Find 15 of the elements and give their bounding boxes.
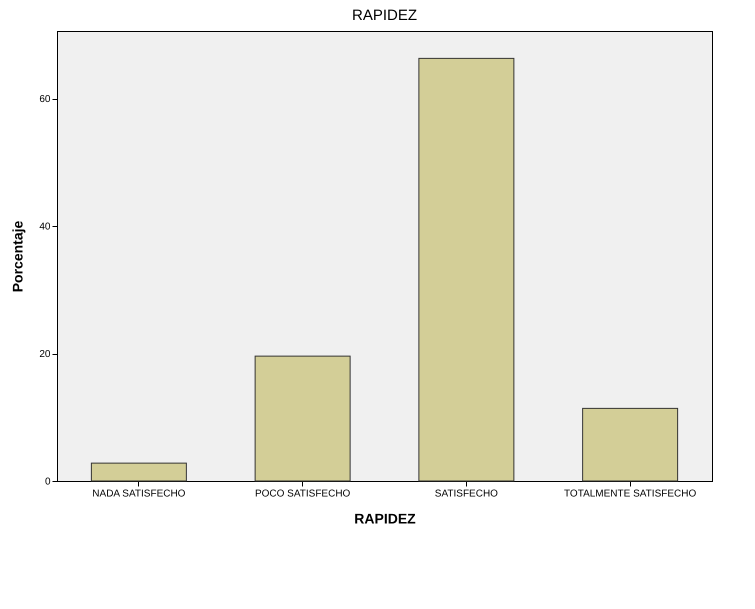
bar: [254, 356, 351, 482]
chart-title: RAPIDEZ: [352, 7, 418, 24]
y-tick-label: 20: [39, 349, 51, 360]
y-axis-title: Porcentaje: [9, 220, 26, 292]
x-tick-label: NADA SATISFECHO: [92, 488, 186, 500]
bar: [90, 462, 187, 482]
bar: [418, 58, 514, 482]
x-tick-label: TOTALMENTE SATISFECHO: [564, 488, 696, 500]
x-tick-label: SATISFECHO: [434, 488, 498, 500]
y-tick-label: 0: [44, 476, 51, 488]
bar: [582, 408, 678, 482]
y-tick-label: 60: [39, 94, 51, 106]
x-axis-title: RAPIDEZ: [354, 510, 416, 526]
y-tick-label: 40: [39, 222, 51, 233]
x-tick-label: POCO SATISFECHO: [254, 488, 351, 500]
